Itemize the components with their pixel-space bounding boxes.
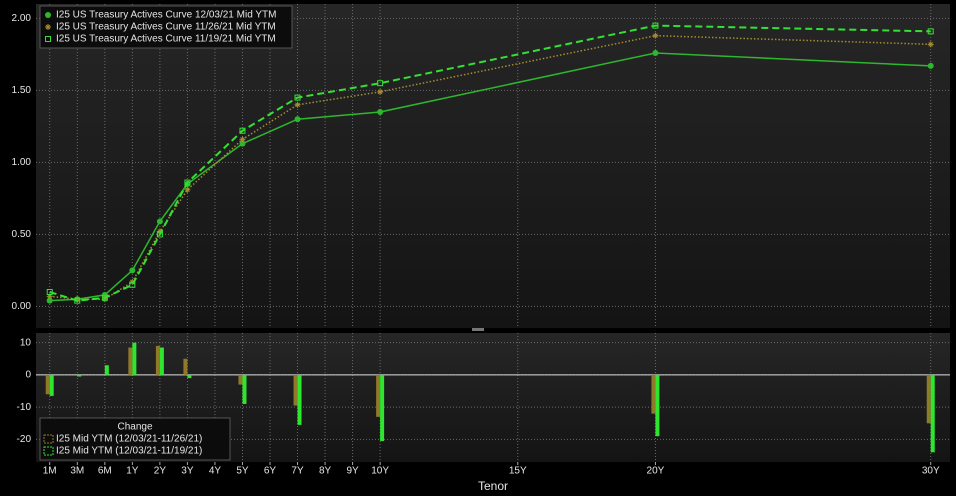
bar bbox=[242, 374, 247, 404]
legend-label: I25 US Treasury Actives Curve 11/19/21 M… bbox=[56, 34, 276, 45]
point-marker bbox=[239, 136, 246, 143]
y-tick-label: 2.00 bbox=[12, 13, 32, 24]
legend-marker bbox=[45, 24, 51, 30]
legend-box bbox=[39, 5, 293, 49]
point-marker bbox=[377, 80, 384, 87]
x-tick-label: 3Y bbox=[181, 466, 194, 477]
x-tick-label: 5Y bbox=[236, 466, 249, 477]
x-tick-label: 6Y bbox=[264, 466, 277, 477]
point-marker bbox=[129, 267, 136, 274]
x-tick-label: 20Y bbox=[647, 466, 665, 477]
legend-title: Change bbox=[117, 422, 152, 433]
y-tick-label: 0 bbox=[25, 370, 31, 381]
bar bbox=[297, 374, 302, 425]
point-marker bbox=[129, 281, 136, 288]
legend-marker bbox=[43, 446, 54, 456]
x-tick-label: 30Y bbox=[922, 466, 940, 477]
point-marker bbox=[46, 289, 53, 295]
legend-label: I25 US Treasury Actives Curve 12/03/21 M… bbox=[56, 10, 276, 21]
x-tick-label: 2Y bbox=[154, 466, 167, 477]
bar bbox=[926, 374, 931, 424]
y-tick-label: -10 bbox=[17, 402, 32, 413]
bar bbox=[132, 342, 137, 375]
y-tick-label: 1.50 bbox=[12, 85, 32, 96]
point-marker bbox=[294, 101, 301, 108]
legend-label: I25 Mid YTM (12/03/21-11/19/21) bbox=[56, 446, 202, 457]
x-tick-label: 6M bbox=[98, 466, 112, 477]
x-tick-label: 4Y bbox=[209, 466, 222, 477]
bar bbox=[293, 374, 298, 406]
point-marker bbox=[46, 297, 53, 304]
bar bbox=[380, 374, 385, 442]
legend-label: I25 Mid YTM (12/03/21-11/26/21) bbox=[56, 434, 202, 445]
y-tick-label: 0.50 bbox=[12, 229, 32, 240]
y-tick-label: 1.00 bbox=[12, 157, 32, 168]
x-tick-label: 9Y bbox=[346, 466, 359, 477]
y-tick-label: -20 bbox=[17, 434, 32, 445]
bar bbox=[187, 374, 192, 379]
point-marker bbox=[101, 294, 108, 301]
y-tick-label: 10 bbox=[20, 337, 32, 348]
bar bbox=[155, 345, 160, 375]
panel-divider-handle bbox=[472, 328, 484, 331]
bar bbox=[651, 374, 656, 414]
point-marker bbox=[156, 231, 163, 238]
bar bbox=[77, 374, 82, 377]
point-marker bbox=[377, 88, 384, 95]
point-marker bbox=[74, 296, 81, 303]
point-marker bbox=[101, 296, 108, 303]
legend-marker bbox=[45, 36, 51, 42]
point-marker bbox=[184, 186, 191, 193]
point-marker bbox=[377, 109, 384, 115]
x-tick-label: 15Y bbox=[509, 466, 527, 477]
top-panel bbox=[36, 4, 950, 328]
legend-marker bbox=[43, 434, 54, 444]
legend-box bbox=[39, 417, 231, 461]
point-marker bbox=[294, 94, 301, 101]
series-line bbox=[49, 24, 931, 302]
x-tick-label: 3M bbox=[70, 466, 84, 477]
y-tick-label: 0.00 bbox=[12, 301, 32, 312]
point-marker bbox=[652, 49, 659, 56]
point-marker bbox=[46, 293, 53, 300]
x-tick-label: 7Y bbox=[291, 466, 304, 477]
bar bbox=[183, 358, 188, 375]
point-marker bbox=[927, 41, 934, 48]
bar bbox=[104, 365, 109, 375]
bar bbox=[49, 374, 54, 396]
bar bbox=[655, 374, 660, 437]
bar bbox=[930, 374, 935, 453]
point-marker bbox=[156, 218, 163, 225]
point-marker bbox=[239, 140, 246, 147]
point-marker bbox=[927, 62, 934, 69]
point-marker bbox=[927, 28, 934, 35]
point-marker bbox=[652, 32, 659, 39]
x-tick-label: 8Y bbox=[319, 466, 332, 477]
point-marker bbox=[294, 116, 301, 123]
bar bbox=[128, 347, 133, 375]
legend-label: I25 US Treasury Actives Curve 11/26/21 M… bbox=[56, 22, 276, 33]
bar bbox=[238, 374, 243, 385]
point-marker bbox=[239, 127, 246, 134]
legend-marker bbox=[45, 12, 51, 18]
point-marker bbox=[652, 22, 659, 29]
x-tick-label: 1M bbox=[43, 466, 57, 477]
point-marker bbox=[74, 297, 81, 304]
bar bbox=[45, 374, 50, 395]
x-axis-label: Tenor bbox=[478, 479, 508, 493]
point-marker bbox=[184, 179, 191, 186]
x-tick-label: 1Y bbox=[126, 466, 139, 477]
bar bbox=[159, 347, 164, 375]
bar bbox=[376, 374, 381, 417]
x-tick-label: 10Y bbox=[371, 466, 389, 477]
